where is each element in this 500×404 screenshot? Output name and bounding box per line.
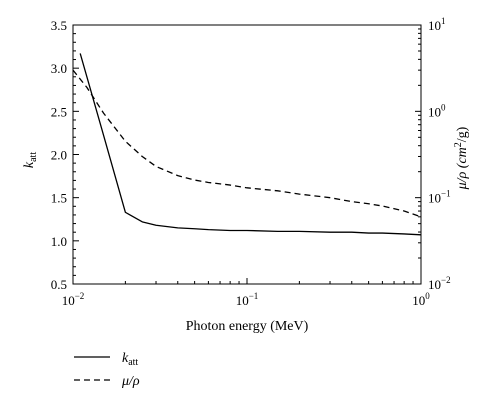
y-left-tick-label: 0.5 [51,277,67,292]
y-right-tick-label: 10−2 [428,275,451,292]
y-right-tick-label: 100 [428,102,446,119]
y-right-label-tail: /g) [455,126,470,142]
y-left-label-sub: att [28,152,39,162]
y-left-tick-label: 2.0 [51,148,67,163]
legend: katt μ/ρ [74,351,140,389]
legend-label-katt: katt [122,351,138,368]
y-left-tick-label: 3.5 [51,18,67,33]
y-right-label-sup: 2 [453,142,464,147]
series-line-mu-rho [72,69,422,218]
y-right-label-base: μ/ρ (cm [455,147,470,190]
y-left-tick-label: 1.5 [51,191,67,206]
plot-area-frame [72,24,422,285]
y-right-axis-label: μ/ρ (cm2/g) [453,126,470,190]
x-axis-ticks: 10−2 10−1 100 [62,278,430,308]
x-axis-label: Photon energy (MeV) [186,319,309,334]
x-tick-label: 100 [412,291,430,308]
legend-label-mu-rho: μ/ρ [121,374,140,389]
y-left-tick-label: 1.0 [51,234,67,249]
series-layer [72,53,422,236]
x-tick-label: 10−1 [236,291,259,308]
y-left-tick-label: 3.0 [51,61,67,76]
y-right-tick-label: 101 [428,16,446,33]
x-tick-label: 10−2 [62,291,85,308]
y-right-axis-ticks: 10−2 10−1 100 101 [415,16,451,292]
legend-katt-base: k [122,351,129,366]
y-right-tick-label: 10−1 [428,189,451,206]
legend-katt-sub: att [128,357,138,368]
series-line-katt [79,53,422,236]
y-left-axis-label: katt [22,152,39,168]
y-left-label-base: k [22,161,37,168]
y-left-axis-ticks: 0.5 1.0 1.5 2.0 2.5 3.0 3.5 [51,18,79,292]
y-left-tick-label: 2.5 [51,104,67,119]
